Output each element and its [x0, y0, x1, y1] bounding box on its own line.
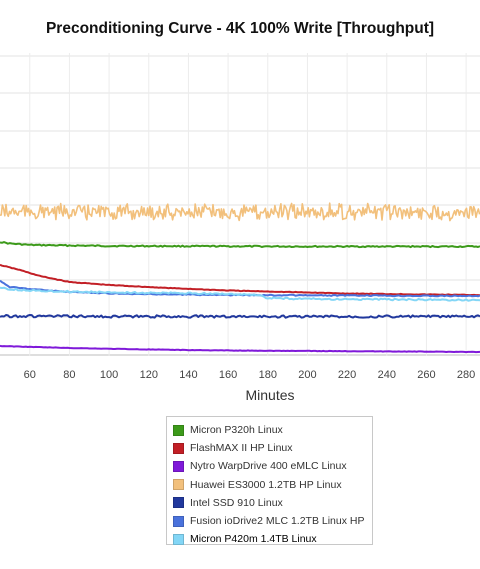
legend-label: Micron P320h Linux — [190, 424, 283, 437]
legend-label: Fusion ioDrive2 MLC 1.2TB Linux HP — [190, 515, 365, 528]
x-tick-label: 100 — [100, 369, 118, 381]
x-tick-label: 280 — [457, 369, 475, 381]
series-lines — [0, 202, 480, 354]
series-line-2 — [0, 263, 480, 297]
legend-item[interactable]: Huawei ES3000 1.2TB HP Linux — [173, 476, 372, 494]
legend-swatch — [173, 442, 184, 454]
legend-item[interactable]: Fusion ioDrive2 MLC 1.2TB Linux HP — [173, 512, 372, 530]
x-tick-label: 120 — [140, 369, 158, 381]
x-tick-label: 80 — [63, 369, 75, 381]
legend-item[interactable]: FlashMAX II HP Linux — [173, 439, 372, 457]
series-line-7 — [0, 286, 480, 302]
x-tick-label: 200 — [298, 369, 316, 381]
legend-label: FlashMAX II HP Linux — [190, 442, 293, 455]
legend-item[interactable]: Micron P420m 1.4TB Linux — [173, 530, 372, 548]
chart-title: Preconditioning Curve - 4K 100% Write [T… — [45, 20, 435, 37]
x-axis-ticks: 60 80 100 120 140 160 180 200 220 240 260 280 — [24, 369, 476, 381]
legend-swatch — [173, 515, 184, 527]
x-tick-label: 220 — [338, 369, 356, 381]
x-tick-label: 240 — [378, 369, 396, 381]
legend: Micron P320h Linux FlashMAX II HP Linux Ny… — [166, 416, 373, 545]
series-line-5 — [0, 314, 480, 319]
legend-item[interactable]: Micron P320h Linux — [173, 421, 372, 439]
x-tick-label: 160 — [219, 369, 237, 381]
legend-label: Huawei ES3000 1.2TB HP Linux — [190, 478, 342, 491]
legend-item[interactable]: Nytro WarpDrive 400 eMLC Linux — [173, 457, 372, 475]
grid — [0, 53, 480, 356]
legend-label: Nytro WarpDrive 400 eMLC Linux — [190, 460, 347, 473]
series-line-1 — [0, 241, 480, 249]
series-line-3 — [0, 344, 480, 354]
x-tick-label: 260 — [417, 369, 435, 381]
x-tick-label: 60 — [24, 369, 36, 381]
legend-swatch — [173, 533, 184, 545]
legend-label: Intel SSD 910 Linux — [190, 496, 283, 509]
legend-swatch — [173, 479, 184, 491]
legend-swatch — [173, 497, 184, 509]
legend-swatch — [173, 424, 184, 436]
series-line-4 — [0, 202, 480, 222]
x-tick-label: 140 — [179, 369, 197, 381]
legend-label: Micron P420m 1.4TB Linux — [190, 533, 317, 546]
legend-item[interactable]: Intel SSD 910 Linux — [173, 494, 372, 512]
x-tick-label: 180 — [259, 369, 277, 381]
legend-swatch — [173, 460, 184, 472]
x-axis-label: Minutes — [245, 387, 294, 403]
